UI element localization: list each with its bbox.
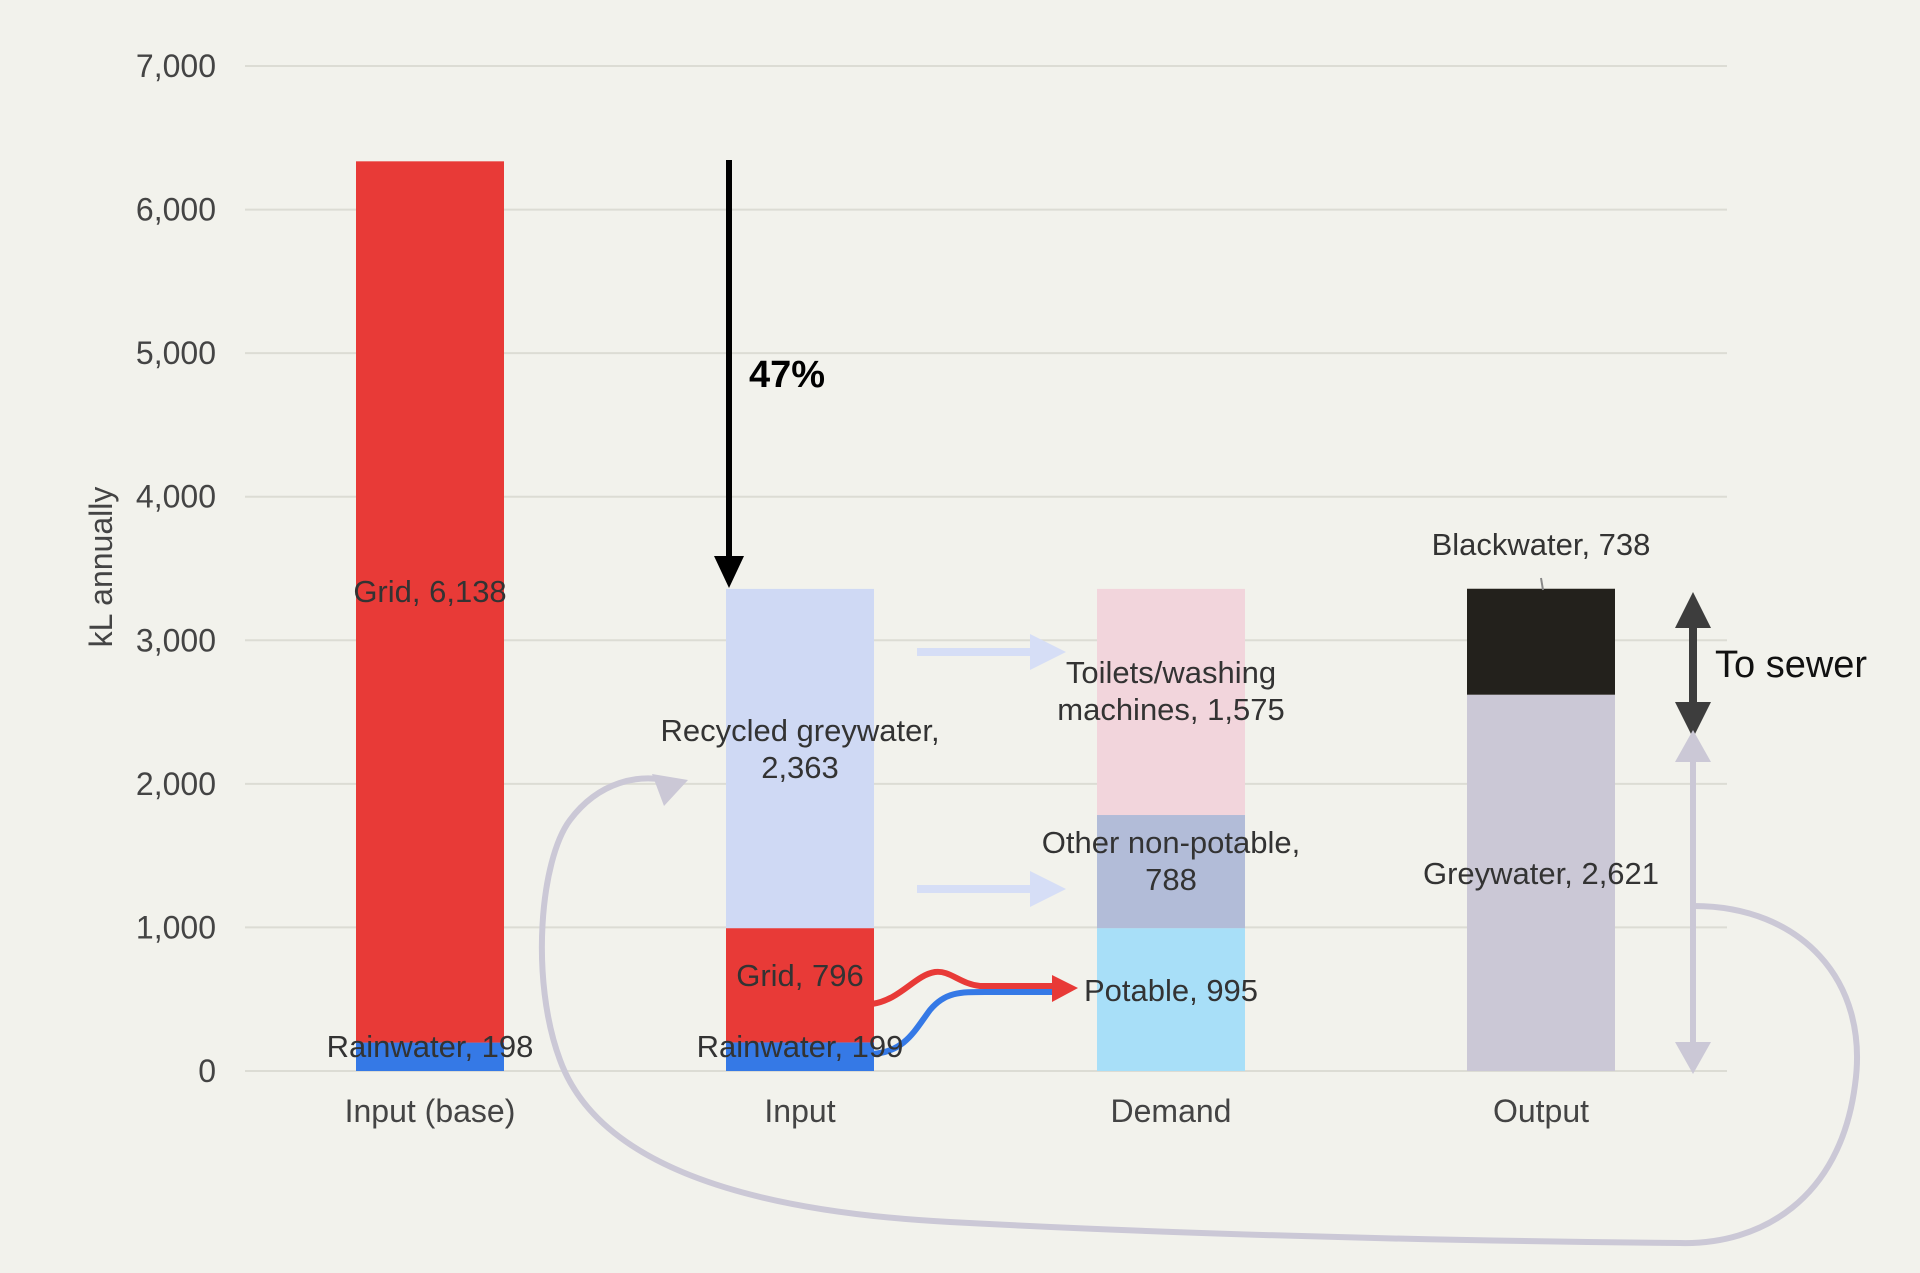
segment-label: Grid, 6,138 <box>353 574 506 609</box>
bar-segment-toilets-washing-machines <box>1097 588 1245 816</box>
segment-label: Blackwater, 738 <box>1432 527 1651 562</box>
bar-segment-other-non-potable <box>1097 815 1245 929</box>
x-category-label: Input (base) <box>345 1093 516 1129</box>
potable-flow-arrowhead <box>1052 975 1078 1002</box>
x-category-label: Input <box>764 1093 835 1129</box>
y-tick-label: 1,000 <box>136 909 216 945</box>
recycle-arrowhead <box>652 774 688 806</box>
bar-segment-grid <box>726 928 874 1043</box>
y-tick-label: 4,000 <box>136 479 216 515</box>
bar-segment-potable <box>1097 928 1245 1071</box>
greywater-recycle-loop <box>538 775 1860 1247</box>
greywater-range-head-up <box>1675 730 1711 762</box>
recycled-to-nonpotable-arrowhead <box>1030 871 1066 907</box>
segment-labels: Rainwater, 198 Grid, 6,138 Rainwater, 199 G… <box>327 527 1659 1064</box>
segment-label: Rainwater, 198 <box>327 1029 534 1064</box>
y-axis-ticks: 0 1,000 2,000 3,000 4,000 5,000 6,000 7,000 <box>136 48 216 1089</box>
rainwater-to-potable-flow <box>871 989 1055 1057</box>
recycled-to-toilets-arrowhead <box>1030 634 1066 670</box>
sewer-label: To sewer <box>1715 644 1867 686</box>
reduction-label: 47% <box>749 354 825 396</box>
y-tick-label: 0 <box>198 1053 216 1089</box>
segment-label: Recycled greywater, <box>660 713 939 748</box>
segment-label: machines, 1,575 <box>1057 692 1284 727</box>
segment-label: Rainwater, 199 <box>697 1029 904 1064</box>
x-category-label: Output <box>1493 1093 1589 1129</box>
sewer-arrow-head-up <box>1675 592 1711 628</box>
bar-segment-rainwater <box>356 1042 504 1071</box>
y-tick-label: 3,000 <box>136 622 216 658</box>
y-tick-label: 5,000 <box>136 335 216 371</box>
y-tick-label: 2,000 <box>136 766 216 802</box>
bar-segment-rainwater <box>726 1042 874 1071</box>
stacked-bars <box>356 161 1615 1071</box>
blackwater-leader <box>1540 577 1544 591</box>
segment-label: Other non-potable, <box>1042 825 1301 860</box>
sewer-arrow-head-down <box>1675 702 1711 738</box>
segment-label: 2,363 <box>761 750 839 785</box>
segment-label: Potable, 995 <box>1084 973 1258 1008</box>
segment-label: Grid, 796 <box>736 958 864 993</box>
x-axis-categories: Input (base) Input Demand Output <box>345 1093 1590 1129</box>
bar-segment-blackwater <box>1467 588 1615 695</box>
y-tick-label: 7,000 <box>136 48 216 84</box>
greywater-range-head-down <box>1675 1042 1711 1074</box>
bar-segment-greywater <box>1467 694 1615 1071</box>
x-category-label: Demand <box>1111 1093 1232 1129</box>
bar-segment-recycled-greywater <box>726 588 874 929</box>
segment-label: Toilets/washing <box>1066 655 1276 690</box>
y-tick-label: 6,000 <box>136 192 216 228</box>
bar-segment-grid <box>356 161 504 1043</box>
segment-label: Greywater, 2,621 <box>1423 856 1659 891</box>
segment-label: 788 <box>1145 862 1197 897</box>
reduction-arrowhead <box>714 556 744 588</box>
y-axis-title: kL annually <box>83 487 119 648</box>
grid-to-potable-flow <box>871 968 1055 1007</box>
